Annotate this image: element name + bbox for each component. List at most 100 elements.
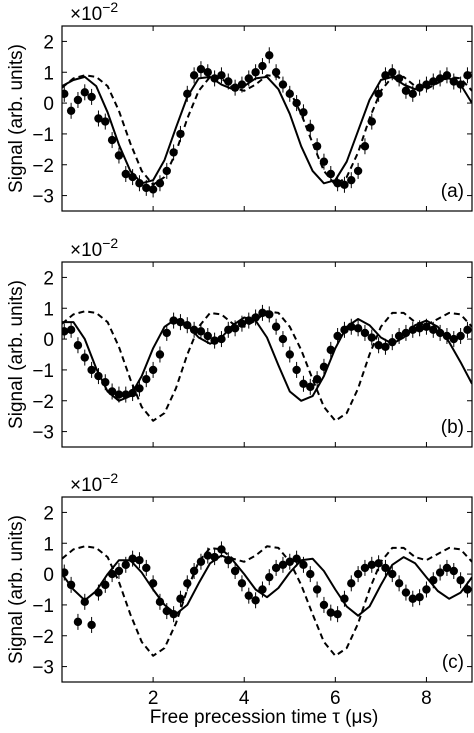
data-point <box>326 169 335 179</box>
data-point <box>169 609 178 619</box>
data-point <box>456 331 465 341</box>
data-point <box>107 135 117 145</box>
data-point <box>271 322 281 331</box>
data-point <box>87 365 96 375</box>
data-point <box>347 175 356 185</box>
data-point <box>415 593 424 602</box>
data-point <box>73 95 83 105</box>
data-point <box>388 569 397 579</box>
data-point <box>155 597 165 607</box>
panel-3: −3 −2 −1 0 1 2 2 4 6 8 ×10−2 Signal (arb. units) (c) <box>6 470 473 709</box>
y-tick-label: −2 <box>32 392 54 413</box>
data-point <box>217 334 226 344</box>
y-tick-label: −3 <box>32 423 54 444</box>
data-point <box>326 608 335 617</box>
plot-frame <box>61 261 473 448</box>
y-tick-label: −2 <box>32 156 54 177</box>
x-tick-label: 8 <box>421 688 432 709</box>
data-point <box>265 51 274 60</box>
data-point <box>278 334 288 344</box>
data-point <box>456 576 465 585</box>
data-point <box>196 64 206 74</box>
data-point <box>299 108 308 117</box>
y-tick-label: 0 <box>43 330 54 351</box>
data-point <box>353 569 363 579</box>
y-tick-label: 1 <box>43 534 54 555</box>
data-point <box>114 151 124 160</box>
data-point <box>449 566 458 576</box>
plot-frame <box>61 25 473 212</box>
data-point <box>80 88 89 97</box>
data-point <box>353 324 363 333</box>
data-point <box>203 68 212 77</box>
data-point <box>142 563 151 573</box>
data-point <box>278 80 288 89</box>
data-point <box>312 374 322 384</box>
data-point <box>415 324 424 333</box>
scale-factor-label: ×10−2 <box>70 0 118 25</box>
data-point <box>224 77 233 86</box>
data-point <box>408 325 417 335</box>
data-point <box>148 365 158 375</box>
y-tick-label: 2 <box>43 268 54 289</box>
data-point <box>285 350 294 359</box>
data-point <box>162 328 171 338</box>
data-point <box>367 333 376 342</box>
y-axis-label: Signal (arb. units) <box>6 44 27 193</box>
data-point <box>271 563 281 573</box>
data-point <box>94 114 103 123</box>
data-point <box>374 341 383 350</box>
data-point <box>388 68 397 77</box>
data-point <box>66 325 76 335</box>
data-point <box>292 365 301 375</box>
data-point <box>442 563 452 573</box>
y-axis-label: Signal (arb. units) <box>6 515 27 664</box>
data-point <box>101 117 110 126</box>
panel-label: (a) <box>441 181 464 202</box>
dashed-fit-line <box>62 74 472 186</box>
data-point <box>347 579 356 588</box>
data-point <box>340 180 349 189</box>
plot-area <box>62 304 472 422</box>
scale-factor-label: ×10−2 <box>70 470 118 496</box>
data-point <box>463 71 472 80</box>
data-point <box>73 617 83 627</box>
data-point <box>230 566 240 576</box>
data-point <box>66 106 76 115</box>
data-point <box>463 325 472 335</box>
data-point <box>306 382 315 392</box>
x-tick-label: 4 <box>239 688 250 709</box>
x-tick-label: 6 <box>330 688 341 709</box>
data-point <box>142 183 151 193</box>
dashed-fit-line <box>62 310 472 422</box>
data-point <box>189 71 199 80</box>
data-point <box>285 89 294 99</box>
solid-fit-line <box>62 316 472 402</box>
solid-fit-line <box>62 75 472 185</box>
data-point <box>251 596 260 605</box>
data-point <box>87 92 96 102</box>
data-point <box>381 563 390 573</box>
data-point <box>394 579 404 588</box>
plot-area <box>62 541 472 657</box>
y-tick-label: 1 <box>43 63 54 84</box>
data-point <box>176 594 185 603</box>
data-point <box>299 379 308 388</box>
data-point <box>449 334 458 344</box>
y-tick-label: 2 <box>43 503 54 524</box>
plot-frame <box>61 496 473 683</box>
data-point <box>62 327 69 336</box>
plot-area <box>62 47 472 198</box>
y-tick-label: −1 <box>32 125 54 146</box>
data-point <box>135 556 144 565</box>
data-point <box>114 390 124 399</box>
y-tick-label: −3 <box>32 187 54 208</box>
data-point <box>360 563 370 573</box>
data-point <box>196 327 206 336</box>
y-tick-label: −1 <box>32 596 54 617</box>
data-point <box>217 71 226 80</box>
data-point <box>429 325 438 335</box>
data-point <box>62 568 69 577</box>
data-point <box>306 569 315 579</box>
data-point <box>435 328 445 338</box>
